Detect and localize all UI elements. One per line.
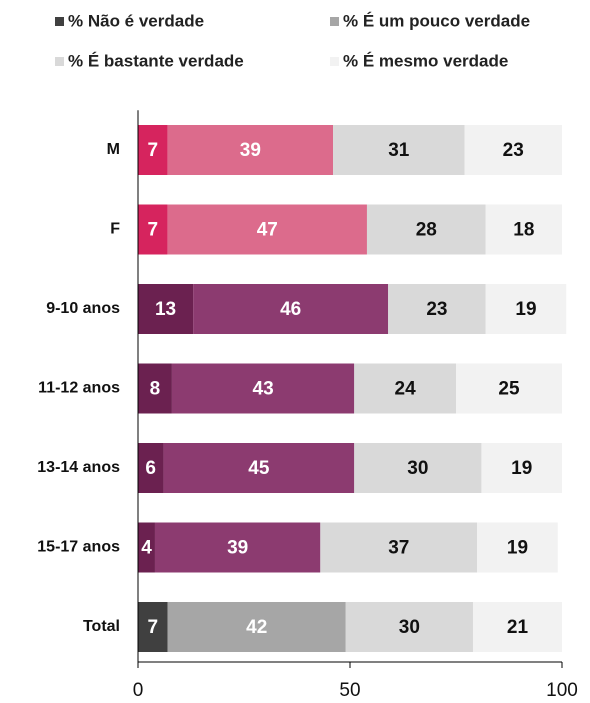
value-label: 19: [515, 299, 536, 320]
value-label: 39: [227, 538, 248, 559]
x-tick-label: 50: [339, 680, 360, 701]
value-label: 13: [155, 299, 176, 320]
bar-segment: [171, 363, 355, 414]
value-label: 8: [150, 379, 161, 400]
bar-segment: [167, 125, 334, 175]
bar-segment: [477, 522, 558, 573]
value-label: 7: [148, 140, 159, 161]
value-label: 23: [503, 140, 524, 161]
bar-segment: [485, 204, 562, 255]
bar-segment: [481, 443, 562, 493]
value-label: 30: [399, 617, 420, 638]
value-label: 46: [280, 299, 301, 320]
x-tick-label: 0: [133, 680, 144, 701]
value-label: 42: [246, 617, 267, 638]
y-tick-label: 11-12 anos: [38, 380, 120, 397]
bar-segment: [485, 284, 567, 334]
bar-segment: [354, 363, 456, 414]
bar-segment: [388, 284, 486, 334]
legend-swatch: [330, 17, 339, 26]
bar-segment: [138, 125, 168, 175]
y-tick-label: 9-10 anos: [46, 300, 120, 317]
bar-segment: [320, 522, 478, 573]
bar-segment: [354, 443, 482, 493]
bar-segment: [138, 522, 155, 573]
x-tick-label: 100: [546, 680, 578, 701]
value-label: 39: [240, 140, 261, 161]
value-label: 7: [148, 617, 159, 638]
bar-segment: [193, 284, 389, 334]
y-tick-label: Total: [83, 618, 120, 635]
bar-segment: [154, 522, 321, 573]
bar-segment: [366, 204, 486, 255]
y-tick-label: 13-14 anos: [37, 459, 120, 476]
bar-segment: [333, 125, 465, 175]
bar-segment: [345, 602, 473, 652]
bar-segment: [167, 602, 346, 652]
value-label: 18: [513, 220, 534, 241]
bar-segment: [167, 204, 367, 255]
bar-segment: [138, 363, 172, 414]
bar-segment: [456, 363, 562, 414]
value-label: 4: [141, 538, 152, 559]
value-label: 24: [395, 379, 417, 400]
value-label: 43: [253, 379, 274, 400]
value-label: 25: [498, 379, 520, 400]
value-label: 37: [388, 538, 409, 559]
bar-segment: [138, 602, 168, 652]
bar-segment: [138, 204, 168, 255]
value-label: 19: [507, 538, 528, 559]
bar-segment: [138, 443, 164, 493]
value-label: 28: [416, 220, 437, 241]
legend-swatch: [330, 57, 339, 66]
y-tick-label: 15-17 anos: [37, 539, 120, 556]
value-label: 21: [507, 617, 529, 638]
value-label: 23: [426, 299, 447, 320]
y-tick-label: M: [107, 141, 120, 158]
legend-label: % É mesmo verdade: [343, 51, 508, 70]
y-tick-label: F: [110, 221, 120, 238]
value-label: 47: [257, 220, 278, 241]
bar-segment: [138, 284, 194, 334]
bar-segment: [163, 443, 355, 493]
value-label: 19: [511, 458, 532, 479]
value-label: 6: [145, 458, 156, 479]
legend-swatch: [55, 17, 64, 26]
legend-label: % É um pouco verdade: [343, 11, 530, 30]
legend-label: % Não é verdade: [68, 11, 204, 30]
value-label: 45: [248, 458, 270, 479]
legend-label: % É bastante verdade: [68, 51, 244, 70]
value-label: 30: [407, 458, 428, 479]
bar-segment: [464, 125, 562, 175]
bar-segment: [472, 602, 562, 652]
value-label: 7: [148, 220, 159, 241]
value-label: 31: [388, 140, 410, 161]
legend-swatch: [55, 57, 64, 66]
